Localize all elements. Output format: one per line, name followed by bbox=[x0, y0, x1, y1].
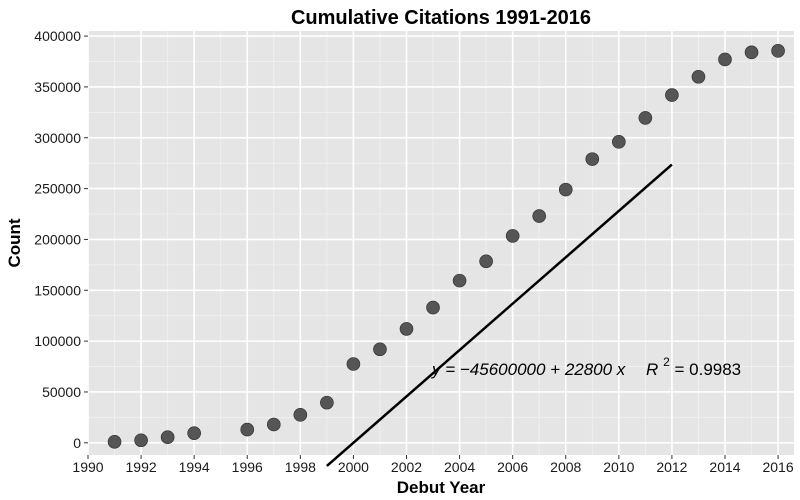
data-point bbox=[744, 45, 759, 60]
x-tick-label: 2006 bbox=[497, 459, 528, 475]
y-tick-label: 200000 bbox=[34, 231, 81, 247]
regression-line bbox=[326, 163, 673, 467]
data-point bbox=[691, 69, 706, 84]
data-points bbox=[107, 44, 785, 449]
data-point bbox=[160, 430, 175, 445]
data-point bbox=[718, 52, 732, 67]
x-axis-title: Debut Year bbox=[397, 478, 486, 497]
data-point bbox=[346, 357, 361, 371]
data-point bbox=[532, 209, 547, 223]
x-tick-label: 1990 bbox=[72, 459, 103, 475]
y-tick-label: 100000 bbox=[34, 333, 81, 349]
data-point bbox=[558, 182, 573, 197]
plot-panel bbox=[88, 31, 794, 455]
r2-value: = 0.9983 bbox=[674, 360, 741, 379]
data-point bbox=[320, 395, 334, 410]
data-point bbox=[612, 135, 626, 149]
x-tick-label: 1996 bbox=[232, 459, 263, 475]
y-tick-label: 300000 bbox=[34, 130, 81, 146]
data-point bbox=[505, 229, 520, 243]
regression-annotation: y = −45600000 + 22800 x R 2 = 0.9983 bbox=[431, 351, 741, 379]
x-tick-label: 2004 bbox=[444, 459, 475, 475]
x-axis: 1990 1992 1994 1996 1998 2000 2002 2004 2006 2008… bbox=[72, 455, 794, 475]
y-tick-label: 250000 bbox=[34, 181, 81, 197]
data-point bbox=[479, 254, 493, 269]
equation-text: y = −45600000 + 22800 x bbox=[431, 360, 626, 379]
r2-exponent: 2 bbox=[663, 355, 670, 369]
r2-label: R bbox=[646, 360, 658, 379]
x-tick-label: 2010 bbox=[603, 459, 634, 475]
x-tick-label: 1994 bbox=[179, 459, 210, 475]
data-point bbox=[240, 422, 255, 437]
data-point bbox=[266, 417, 281, 432]
data-point bbox=[585, 152, 600, 166]
x-tick-label: 1992 bbox=[126, 459, 157, 475]
data-point bbox=[452, 273, 467, 288]
y-tick-label: 150000 bbox=[34, 282, 81, 298]
x-tick-label: 1998 bbox=[285, 459, 316, 475]
data-point bbox=[187, 426, 201, 440]
y-tick-label: 50000 bbox=[42, 384, 81, 400]
x-tick-label: 2000 bbox=[338, 459, 369, 475]
data-point bbox=[134, 433, 148, 448]
data-point bbox=[426, 300, 440, 315]
data-point bbox=[638, 111, 653, 125]
x-tick-label: 2002 bbox=[391, 459, 422, 475]
x-tick-label: 2014 bbox=[709, 459, 740, 475]
x-tick-label: 2016 bbox=[762, 459, 793, 475]
chart-title: Cumulative Citations 1991-2016 bbox=[291, 7, 591, 29]
y-axis: 0 50000 100000 150000 200000 250000 300000 3500… bbox=[34, 28, 88, 451]
data-point bbox=[373, 342, 387, 357]
x-tick-label: 2012 bbox=[656, 459, 687, 475]
data-point bbox=[665, 88, 679, 102]
y-tick-label: 400000 bbox=[34, 28, 81, 44]
y-tick-label: 0 bbox=[73, 435, 81, 451]
y-tick-label: 350000 bbox=[34, 79, 81, 95]
y-axis-title: Count bbox=[5, 218, 24, 267]
data-point bbox=[771, 44, 785, 58]
data-point bbox=[399, 322, 414, 336]
x-tick-label: 2008 bbox=[550, 459, 581, 475]
data-point bbox=[107, 434, 122, 449]
major-gridlines bbox=[87, 31, 794, 455]
data-point bbox=[293, 408, 308, 422]
